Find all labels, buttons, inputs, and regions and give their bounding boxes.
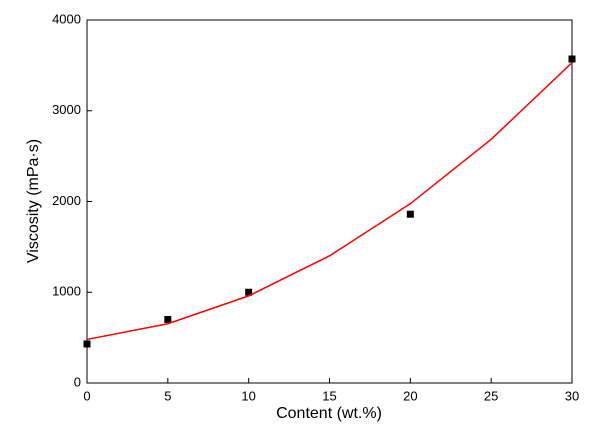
x-tick-label: 30 bbox=[565, 388, 579, 403]
y-tick-label: 1000 bbox=[52, 284, 81, 299]
data-point bbox=[245, 288, 253, 296]
y-tick-label: 2000 bbox=[52, 193, 81, 208]
plot-frame bbox=[86, 19, 573, 384]
data-point bbox=[164, 315, 172, 323]
data-point bbox=[406, 210, 414, 218]
y-tick-label: 0 bbox=[74, 374, 81, 389]
x-axis-title: Content (wt.%) bbox=[276, 405, 382, 422]
y-axis-title: Viscosity (mPa·s) bbox=[25, 139, 42, 263]
x-tick-label: 25 bbox=[484, 388, 498, 403]
fit-curve bbox=[86, 62, 573, 341]
x-tick-label: 15 bbox=[322, 388, 336, 403]
x-tick-label: 0 bbox=[83, 388, 90, 403]
data-point bbox=[568, 55, 576, 63]
y-tick-label: 3000 bbox=[52, 102, 81, 117]
x-tick-label: 20 bbox=[403, 388, 417, 403]
data-point bbox=[83, 340, 91, 348]
x-tick-label: 5 bbox=[164, 388, 171, 403]
x-tick-label: 10 bbox=[241, 388, 255, 403]
y-tick-label: 4000 bbox=[52, 11, 81, 26]
